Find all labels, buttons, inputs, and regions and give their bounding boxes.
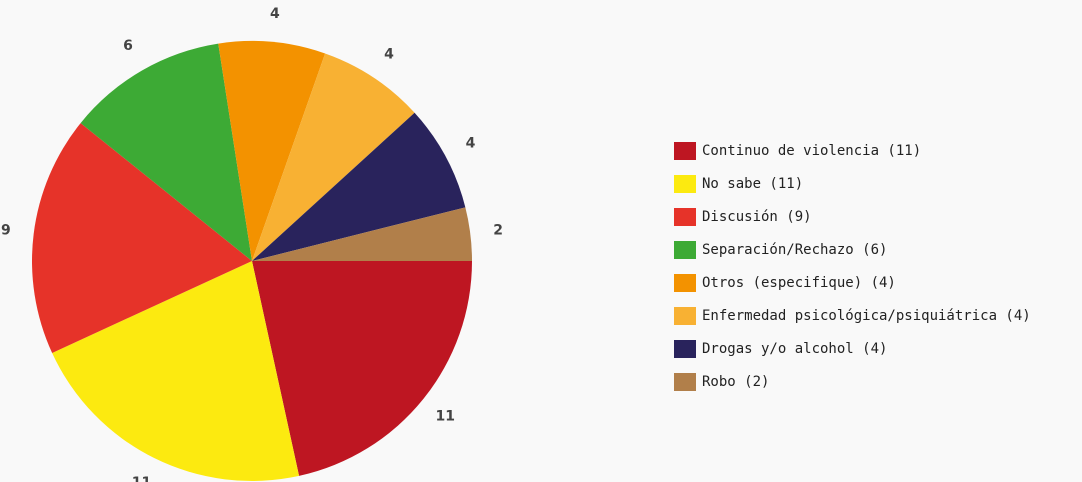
pie-slice-2[interactable] <box>31 123 252 353</box>
legend-label: Otros (especifique) (4) <box>702 275 896 291</box>
legend-item-6[interactable]: Drogas y/o alcohol (4) <box>674 338 1031 360</box>
legend-swatch <box>674 307 696 325</box>
legend-label: Drogas y/o alcohol (4) <box>702 341 888 357</box>
pie-chart: 11 11 9 6 4 4 4 2 <box>1 6 503 482</box>
legend-item-1[interactable]: No sabe (11) <box>674 173 1031 195</box>
legend-swatch <box>674 208 696 226</box>
legend-swatch <box>674 340 696 358</box>
legend-label: No sabe (11) <box>702 176 804 192</box>
legend-item-2[interactable]: Discusión (9) <box>674 206 1031 228</box>
legend-label: Enfermedad psicológica/psiquiátrica (4) <box>702 308 1031 324</box>
legend-item-5[interactable]: Enfermedad psicológica/psiquiátrica (4) <box>674 305 1031 327</box>
pie-slice-4[interactable] <box>218 41 326 262</box>
legend-item-7[interactable]: Robo (2) <box>674 371 1031 393</box>
legend-swatch <box>674 274 696 292</box>
slice-value-label-4: 4 <box>270 6 280 22</box>
slice-value-label-3: 6 <box>123 38 133 54</box>
legend-item-0[interactable]: Continuo de violencia (11) <box>674 140 1031 162</box>
pie-slice-1[interactable] <box>52 261 300 481</box>
legend-swatch <box>674 175 696 193</box>
legend-label: Separación/Rechazo (6) <box>702 242 888 258</box>
pie-slice-6[interactable] <box>252 112 466 261</box>
legend-swatch <box>674 142 696 160</box>
slice-value-label-0: 11 <box>435 408 454 424</box>
legend-swatch <box>674 241 696 259</box>
slice-value-label-1: 11 <box>132 475 151 482</box>
legend-label: Continuo de violencia (11) <box>702 143 922 159</box>
legend-label: Discusión (9) <box>702 209 812 225</box>
legend-item-4[interactable]: Otros (especifique) (4) <box>674 272 1031 294</box>
legend-swatch <box>674 373 696 391</box>
slice-value-label-6: 4 <box>466 136 476 152</box>
pie-slice-3[interactable] <box>80 43 253 262</box>
pie-slice-7[interactable] <box>252 207 472 261</box>
legend-label: Robo (2) <box>702 374 770 390</box>
slice-value-label-7: 2 <box>493 223 503 239</box>
slice-value-label-2: 9 <box>1 223 11 239</box>
chart-legend: Continuo de violencia (11) No sabe (11) Di… <box>674 140 1031 404</box>
legend-item-3[interactable]: Separación/Rechazo (6) <box>674 239 1031 261</box>
slice-value-label-5: 4 <box>384 46 394 62</box>
pie-slice-0[interactable] <box>252 261 472 476</box>
pie-slice-5[interactable] <box>252 53 415 261</box>
